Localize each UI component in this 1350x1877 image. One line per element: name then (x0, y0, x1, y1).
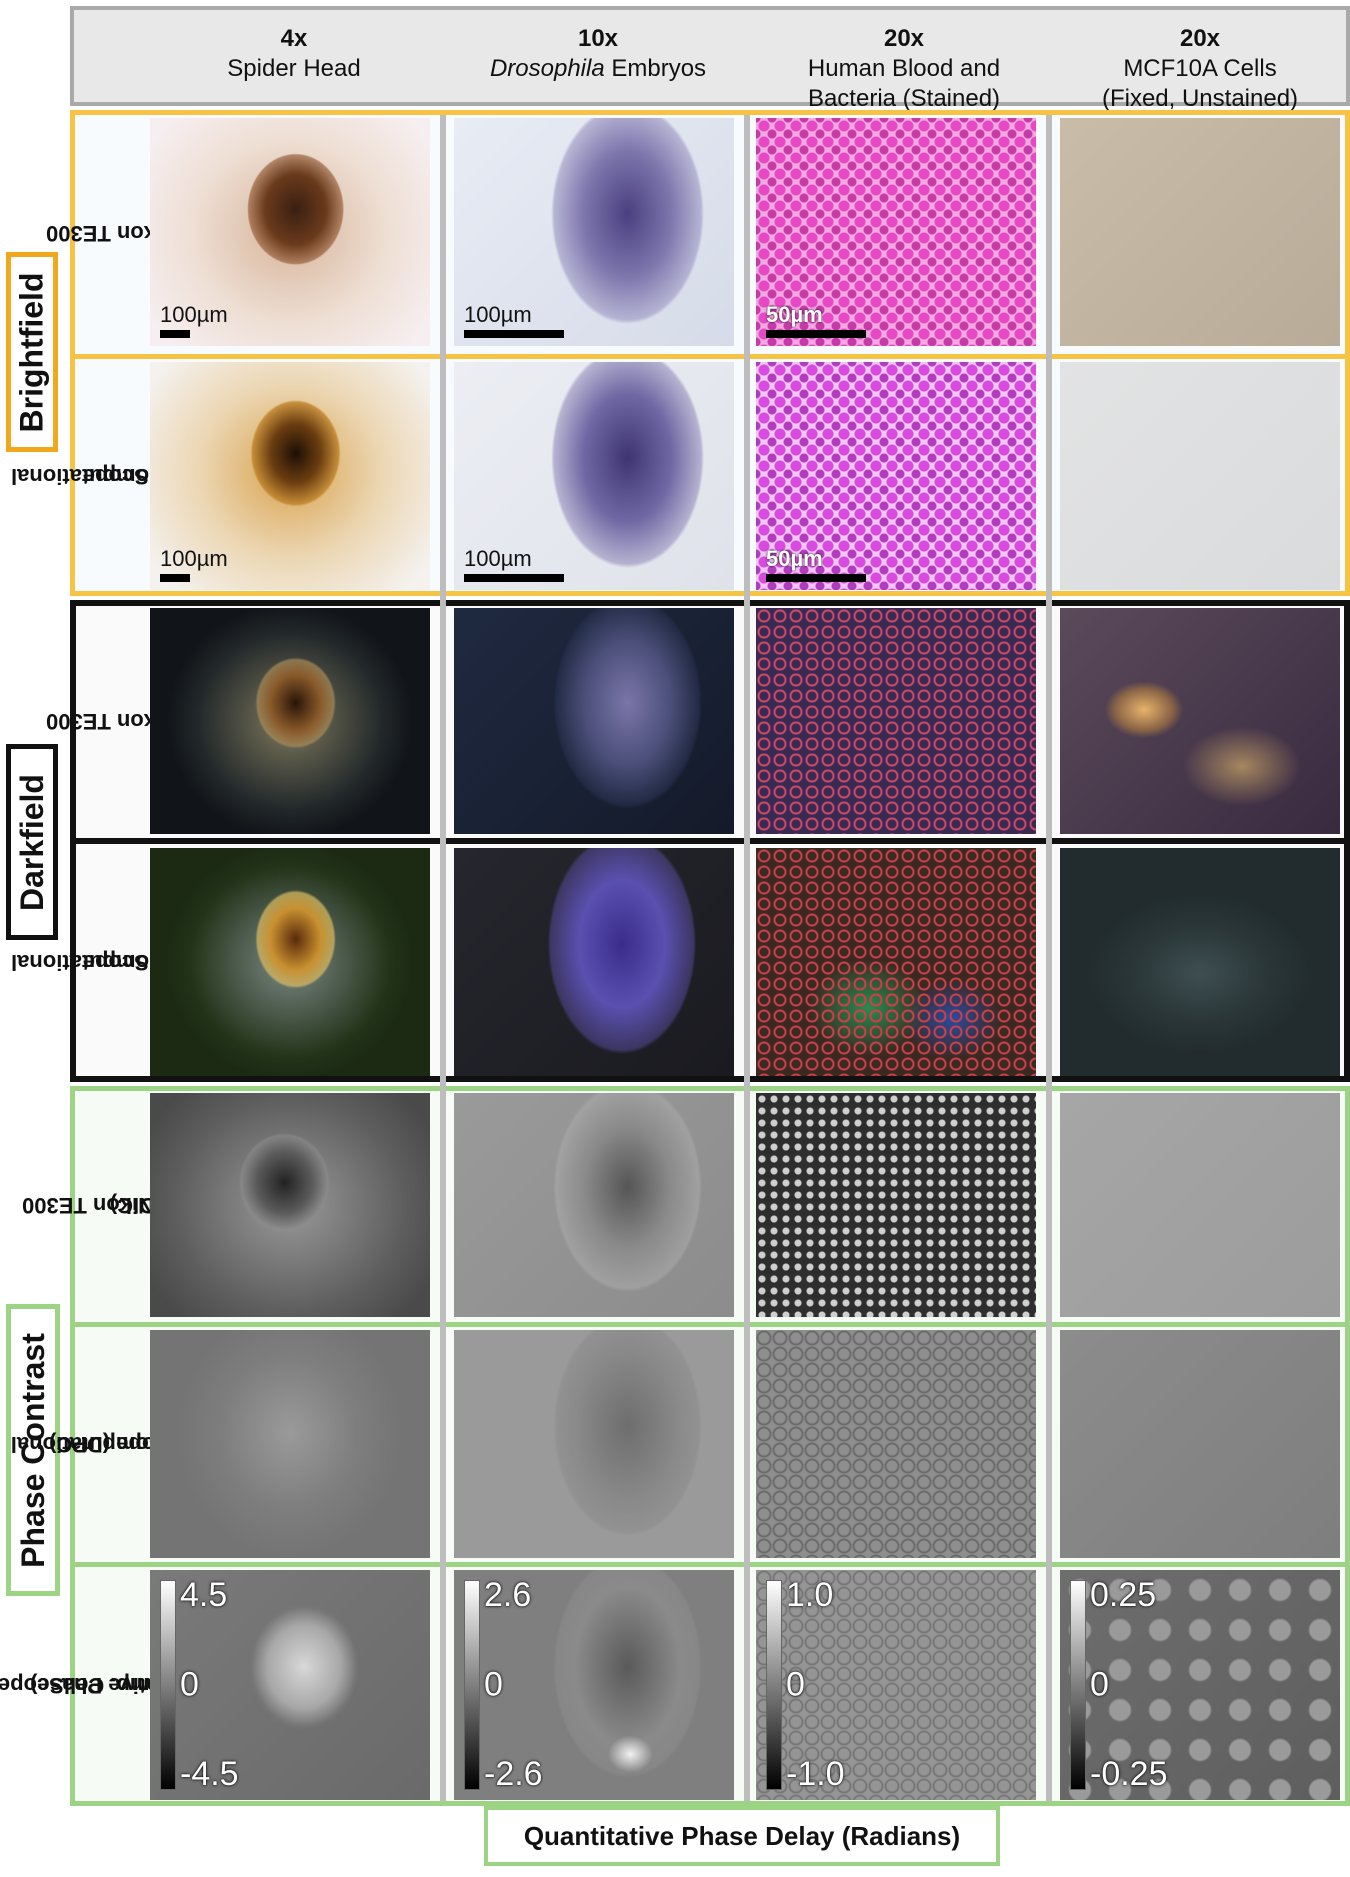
colorbar-max: 2.6 (484, 1576, 532, 1614)
phase-colorbar (766, 1580, 782, 1790)
column-separator (440, 115, 446, 1801)
sample-label: MCF10A Cells (1123, 55, 1277, 82)
image-blood-dic-nikon (756, 1093, 1036, 1317)
phase-colorbar (160, 1580, 176, 1790)
colorbar-min: -1.0 (786, 1755, 845, 1793)
colorbar-min: -4.5 (180, 1755, 239, 1793)
brightfield-label: Brightfield (6, 252, 58, 452)
image-spider-darkfield-nikon (150, 608, 430, 834)
image-mcf10a-dic-nikon (1060, 1093, 1340, 1317)
sample-suffix: Embryos (604, 55, 707, 82)
image-spider-brightfield-nikon: 100µm (150, 118, 430, 346)
image-mcf10a-dpc-cellscope (1060, 1330, 1340, 1558)
scale-bar: 100µm (464, 546, 564, 582)
image-blood-darkfield-cellscope (756, 848, 1036, 1076)
row-label-df-nikon: Nikon TE300 (45, 709, 179, 734)
image-spider-quantitative-phase: 4.5 0 -4.5 (150, 1570, 430, 1800)
row-divider (70, 354, 1350, 359)
scale-bar: 100µm (160, 546, 228, 582)
colorbar-max: 4.5 (180, 1576, 228, 1614)
row-label-bf-nikon: Nikon TE300 (45, 221, 179, 246)
image-embryo-brightfield-cellscope: 100µm (454, 362, 734, 590)
colorbar-max: 0.25 (1090, 1576, 1157, 1614)
scale-bar: 100µm (464, 302, 564, 338)
colorbar-units-caption: Quantitative Phase Delay (Radians) (484, 1806, 1000, 1866)
sample-label-line2: (Fixed, Unstained) (1101, 85, 1299, 112)
row-label-pc-quantitative-phase: Comp. CellScope (Quantitative Phase) (0, 1673, 243, 1698)
image-spider-dpc-cellscope (150, 1330, 430, 1558)
image-embryo-brightfield-nikon: 100µm (454, 118, 734, 346)
image-mcf10a-darkfield-nikon (1060, 608, 1340, 834)
image-mcf10a-darkfield-cellscope (1060, 848, 1340, 1076)
magnification-label: 4x (280, 25, 308, 52)
sample-label: Spider Head (227, 55, 361, 82)
image-spider-brightfield-cellscope: 100µm (150, 362, 430, 590)
colorbar-min: -2.6 (484, 1755, 543, 1793)
sample-label: Human Blood and (807, 55, 1001, 82)
image-embryo-darkfield-cellscope (454, 848, 734, 1076)
image-blood-darkfield-nikon (756, 608, 1036, 834)
magnification-label: 20x (883, 25, 925, 52)
scale-bar: 100µm (160, 302, 228, 338)
scale-bar: 50µm (766, 546, 866, 582)
image-embryo-dic-nikon (454, 1093, 734, 1317)
sample-italic: Drosophila (489, 55, 605, 82)
column-header-embryo: 10x Drosophila Embryos (448, 24, 748, 84)
row-divider (70, 1322, 1350, 1327)
sample-label-line2: Bacteria (Stained) (807, 85, 1001, 112)
colorbar-mid: 0 (180, 1665, 199, 1704)
row-label-pc-nikon-dic: Nikon TE300 (DIC) (21, 1193, 163, 1218)
row-label-df-cellscope: Computational CellScope (11, 950, 190, 975)
row-divider (70, 1562, 1350, 1567)
column-separator (1046, 115, 1052, 1801)
column-header-bar (70, 6, 1350, 106)
phase-contrast-label: Phase Contrast (6, 1304, 60, 1596)
darkfield-text: Darkfield (13, 773, 50, 911)
image-mcf10a-brightfield-cellscope (1060, 362, 1340, 590)
colorbar-mid: 0 (484, 1665, 503, 1704)
sample-label: Drosophila Embryos (448, 54, 748, 84)
column-header-spider: 4x Spider Head (144, 24, 444, 84)
column-header-mcf10a: 20x MCF10A Cells (Fixed, Unstained) (1050, 24, 1350, 114)
image-spider-dic-nikon (150, 1093, 430, 1317)
row-label-bf-cellscope: Computational CellScope (11, 464, 190, 489)
brightfield-text: Brightfield (13, 272, 50, 432)
image-embryo-dpc-cellscope (454, 1330, 734, 1558)
row-divider (70, 838, 1350, 844)
image-blood-brightfield-nikon: 50µm (756, 118, 1036, 346)
row-label-pc-cellscope-dpc: Computational CellScope (DPC) (11, 1432, 223, 1457)
colorbar-mid: 0 (786, 1665, 805, 1704)
magnification-label: 10x (577, 25, 619, 52)
colorbar-max: 1.0 (786, 1576, 834, 1614)
image-spider-darkfield-cellscope (150, 848, 430, 1076)
column-header-blood: 20x Human Blood and Bacteria (Stained) (754, 24, 1054, 114)
colorbar-mid: 0 (1090, 1665, 1109, 1704)
image-embryo-quantitative-phase: 2.6 0 -2.6 (454, 1570, 734, 1800)
scale-bar: 50µm (766, 302, 866, 338)
phase-colorbar (464, 1580, 480, 1790)
magnification-label: 20x (1179, 25, 1221, 52)
image-embryo-darkfield-nikon (454, 608, 734, 834)
image-blood-dpc-cellscope (756, 1330, 1036, 1558)
image-blood-brightfield-cellscope: 50µm (756, 362, 1036, 590)
colorbar-min: -0.25 (1090, 1755, 1168, 1793)
darkfield-label: Darkfield (6, 744, 58, 940)
image-mcf10a-brightfield-nikon (1060, 118, 1340, 346)
image-mcf10a-quantitative-phase: 0.25 0 -0.25 (1060, 1570, 1340, 1800)
phase-colorbar (1070, 1580, 1086, 1790)
image-blood-quantitative-phase: 1.0 0 -1.0 (756, 1570, 1036, 1800)
column-separator (744, 115, 750, 1801)
